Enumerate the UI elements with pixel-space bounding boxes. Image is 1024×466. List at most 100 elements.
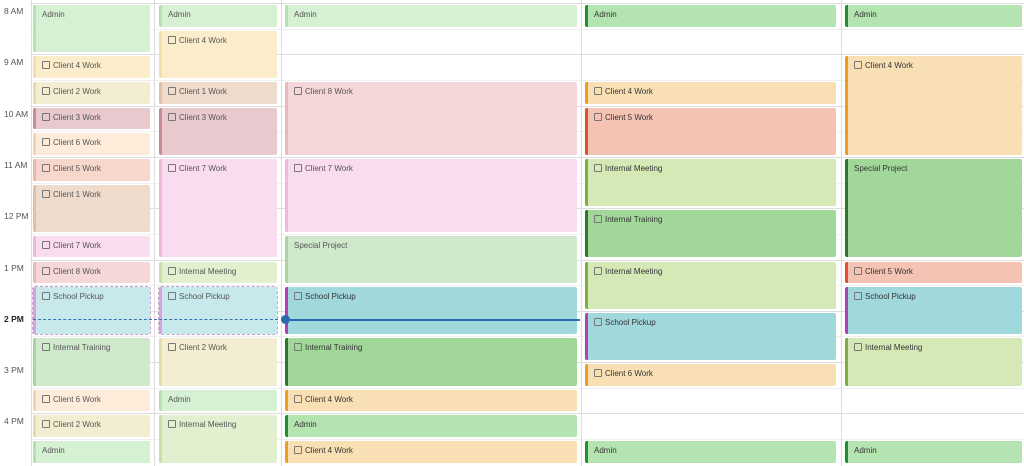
event[interactable]: Client 1 Work xyxy=(159,81,277,104)
event-icon xyxy=(42,240,50,249)
event-title: Client 2 Work xyxy=(179,343,227,353)
event-icon xyxy=(594,86,602,95)
event-icon xyxy=(168,420,176,429)
column-divider xyxy=(281,0,282,466)
event[interactable]: Client 2 Work xyxy=(159,338,277,386)
event[interactable]: Client 3 Work xyxy=(159,107,277,155)
grid-line xyxy=(30,156,1024,158)
grid-line xyxy=(30,439,1024,441)
now-line xyxy=(285,318,580,321)
event[interactable]: Client 7 Work xyxy=(33,235,150,258)
event[interactable]: Admin xyxy=(845,5,1022,27)
event[interactable]: Client 3 Work xyxy=(33,107,150,130)
event-title: Admin xyxy=(594,10,617,19)
now-line-past xyxy=(33,318,278,320)
event-icon xyxy=(294,446,302,455)
event[interactable]: Admin xyxy=(285,415,577,438)
event[interactable]: Client 4 Work xyxy=(285,441,577,463)
event-icon xyxy=(594,266,602,275)
event[interactable]: Client 4 Work xyxy=(285,389,577,412)
event[interactable]: Client 6 Work xyxy=(33,389,150,412)
event[interactable]: Client 6 Work xyxy=(585,364,836,386)
event[interactable]: Admin xyxy=(845,441,1022,463)
event-title: Admin xyxy=(854,446,877,456)
event-title: Special Project xyxy=(294,240,348,250)
event-title: Internal Meeting xyxy=(865,343,923,353)
event[interactable]: Client 5 Work xyxy=(585,107,836,155)
event[interactable]: Admin xyxy=(33,5,150,53)
event-title: Client 6 Work xyxy=(53,138,101,148)
event[interactable]: Internal Training xyxy=(33,338,150,386)
event[interactable]: Client 4 Work xyxy=(585,81,836,104)
event-icon xyxy=(42,394,50,403)
now-dot xyxy=(281,314,290,324)
event-title: Client 4 Work xyxy=(865,61,913,71)
event[interactable]: Admin xyxy=(33,441,150,463)
event-title: Admin xyxy=(42,10,65,19)
event[interactable]: Special Project xyxy=(845,158,1022,258)
event[interactable]: Internal Training xyxy=(585,210,836,258)
event[interactable]: Client 4 Work xyxy=(33,56,150,78)
event[interactable]: Client 2 Work xyxy=(33,415,150,438)
event-icon xyxy=(42,86,50,95)
event-title: Internal Training xyxy=(305,343,363,353)
grid-line xyxy=(30,3,1024,4)
event[interactable]: Admin xyxy=(159,389,277,412)
event[interactable]: Client 5 Work xyxy=(845,261,1022,284)
grid-line xyxy=(30,28,1024,30)
event-icon xyxy=(168,112,176,121)
event[interactable]: Client 1 Work xyxy=(33,184,150,232)
event-title: School Pickup xyxy=(865,292,916,302)
time-label: 10 AM xyxy=(4,108,29,119)
event[interactable]: Client 2 Work xyxy=(33,81,150,104)
event-icon xyxy=(168,266,176,275)
event-icon xyxy=(594,369,602,378)
event[interactable]: Internal Meeting xyxy=(585,158,836,207)
event[interactable]: Internal Meeting xyxy=(159,415,277,463)
event[interactable]: Internal Meeting xyxy=(585,261,836,309)
event[interactable]: School Pickup xyxy=(32,286,151,336)
event[interactable]: Admin xyxy=(585,441,836,463)
grid-line xyxy=(30,233,1024,235)
event-title: Internal Meeting xyxy=(605,163,663,173)
event-title: School Pickup xyxy=(305,292,356,302)
event-icon xyxy=(294,86,302,95)
event-icon xyxy=(42,266,50,275)
event[interactable]: School Pickup xyxy=(285,287,577,335)
grid-line xyxy=(30,285,1024,287)
time-label: 3 PM xyxy=(4,365,24,376)
event-icon xyxy=(42,189,50,198)
event[interactable]: Internal Training xyxy=(285,338,577,386)
event-icon xyxy=(294,343,302,352)
event[interactable]: Special Project xyxy=(285,235,577,284)
event-icon xyxy=(168,86,176,95)
event[interactable]: Client 4 Work xyxy=(159,30,277,78)
event[interactable]: Client 7 Work xyxy=(159,158,277,258)
event[interactable]: Admin xyxy=(285,5,577,27)
time-label: 12 PM xyxy=(4,211,29,222)
event[interactable]: Client 7 Work xyxy=(285,158,577,232)
event-title: Admin xyxy=(854,10,877,19)
event-title: School Pickup xyxy=(605,317,656,327)
event[interactable]: Admin xyxy=(159,5,277,27)
event[interactable]: School Pickup xyxy=(158,286,278,336)
event-title: School Pickup xyxy=(53,292,104,302)
time-label: 4 PM xyxy=(4,416,24,427)
column-divider xyxy=(841,0,842,466)
event-icon xyxy=(42,343,50,352)
event[interactable]: School Pickup xyxy=(585,312,836,361)
event[interactable]: Internal Meeting xyxy=(845,338,1022,386)
event[interactable]: Internal Meeting xyxy=(159,261,277,284)
event-title: Internal Training xyxy=(53,343,111,353)
event-title: Client 7 Work xyxy=(305,163,353,173)
event-icon xyxy=(294,394,302,403)
event-title: Client 4 Work xyxy=(305,394,353,404)
event[interactable]: Client 8 Work xyxy=(33,261,150,284)
event[interactable]: Client 8 Work xyxy=(285,81,577,155)
event[interactable]: Client 6 Work xyxy=(33,133,150,155)
event[interactable]: School Pickup xyxy=(845,287,1022,335)
event[interactable]: Client 4 Work xyxy=(845,56,1022,155)
event[interactable]: Admin xyxy=(585,5,836,27)
event[interactable]: Client 5 Work xyxy=(33,158,150,181)
